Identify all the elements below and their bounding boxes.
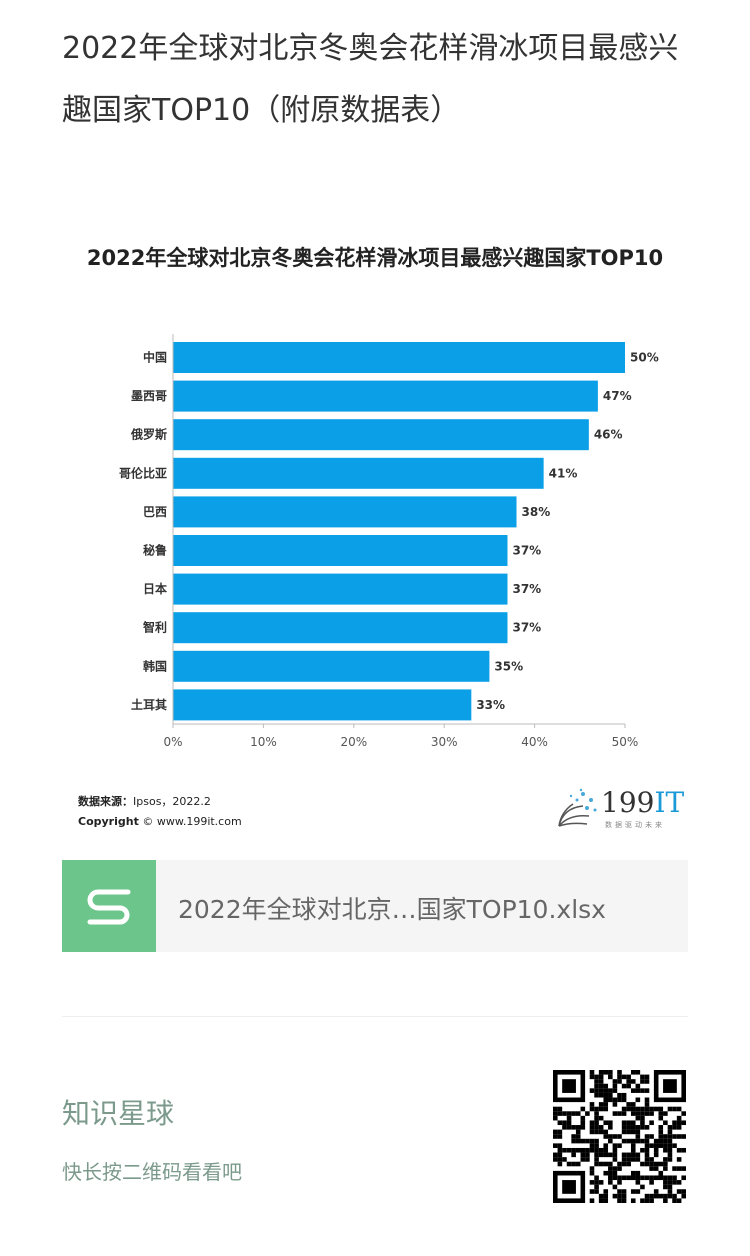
value-label: 47% bbox=[603, 389, 632, 403]
value-label: 41% bbox=[549, 466, 578, 480]
category-label: 智利 bbox=[142, 620, 167, 635]
bar bbox=[173, 342, 625, 373]
category-label: 土耳其 bbox=[131, 697, 167, 712]
source-text: Ipsos，2022.2 bbox=[133, 795, 211, 808]
bar bbox=[173, 689, 472, 721]
bar bbox=[173, 496, 517, 528]
bar bbox=[173, 573, 508, 605]
x-tick-label: 50% bbox=[612, 735, 639, 749]
bar bbox=[173, 535, 508, 566]
copyright-text: © www.199it.com bbox=[142, 815, 242, 828]
chart-source: 数据来源：Ipsos，2022.2 Copyright © www.199it.… bbox=[78, 792, 242, 832]
logo-tagline: 数据驱动未来 bbox=[605, 821, 665, 829]
category-label: 墨西哥 bbox=[131, 389, 167, 403]
footer-subtitle: 快长按二维码看看吧 bbox=[62, 1160, 242, 1184]
source-label: 数据来源： bbox=[78, 795, 133, 808]
bar bbox=[173, 419, 589, 451]
x-tick-label: 40% bbox=[521, 735, 548, 749]
category-label: 中国 bbox=[143, 350, 167, 365]
bar-chart: 中国 50% 墨西哥 47% 俄罗斯 46% 哥伦比亚 41% 巴西 38% 秘鲁 37% 日本 37% 智… bbox=[119, 334, 659, 749]
article-title: 2022年全球对北京冬奥会花样滑冰项目最感兴趣国家TOP10（附原数据表） bbox=[62, 31, 679, 128]
199it-logo: 199IT 数据驱动未来 bbox=[553, 786, 685, 832]
attachment-filename[interactable]: 2022年全球对北京…国家TOP10.xlsx bbox=[178, 895, 606, 924]
category-label: 巴西 bbox=[143, 505, 167, 519]
chart-title: 2022年全球对北京冬奥会花样滑冰项目最感兴趣国家TOP10 bbox=[86, 246, 664, 270]
value-label: 38% bbox=[522, 505, 551, 519]
x-tick-label: 20% bbox=[340, 735, 367, 749]
category-label: 俄罗斯 bbox=[130, 427, 167, 442]
attachment-card[interactable]: 2022年全球对北京…国家TOP10.xlsx bbox=[62, 860, 688, 952]
category-label: 哥伦比亚 bbox=[119, 465, 167, 480]
value-label: 37% bbox=[512, 544, 541, 558]
bar bbox=[173, 380, 598, 412]
x-tick-label: 30% bbox=[431, 735, 458, 749]
dandelion-icon bbox=[558, 788, 597, 827]
spreadsheet-s-icon bbox=[62, 860, 156, 952]
bar bbox=[173, 612, 508, 644]
bar bbox=[173, 457, 544, 489]
category-label: 秘鲁 bbox=[143, 543, 167, 558]
x-tick-label: 10% bbox=[250, 735, 277, 749]
footer-title: 知识星球 bbox=[62, 1097, 175, 1130]
value-label: 50% bbox=[630, 351, 659, 365]
value-label: 33% bbox=[476, 698, 505, 712]
value-label: 37% bbox=[512, 621, 541, 635]
category-label: 日本 bbox=[143, 581, 167, 596]
bar bbox=[173, 650, 490, 682]
qr-code[interactable] bbox=[553, 1070, 686, 1203]
value-label: 37% bbox=[512, 582, 541, 596]
logo-it: IT bbox=[654, 786, 685, 819]
divider bbox=[62, 1016, 688, 1017]
logo-num: 199 bbox=[601, 786, 655, 819]
category-label: 韩国 bbox=[143, 658, 167, 673]
value-label: 35% bbox=[494, 659, 523, 673]
x-tick-label: 0% bbox=[163, 735, 182, 749]
value-label: 46% bbox=[594, 428, 623, 442]
copyright-label: Copyright bbox=[78, 815, 139, 828]
